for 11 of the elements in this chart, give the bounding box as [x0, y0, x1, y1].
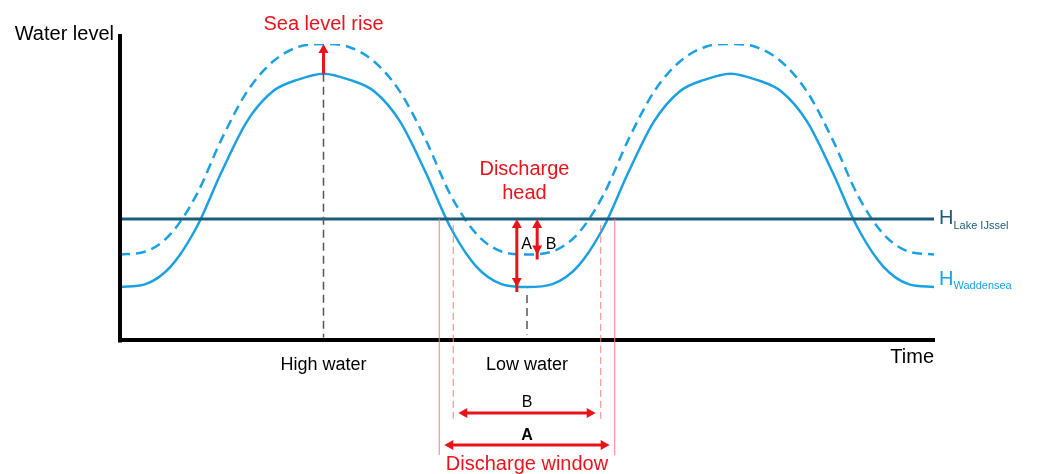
- annotation: A: [521, 235, 533, 253]
- x-tick-label: Low water: [485, 354, 569, 375]
- text: B: [521, 393, 533, 411]
- text: A: [521, 426, 534, 444]
- annotation: B: [545, 235, 557, 253]
- x-axis-title: Time: [890, 344, 934, 367]
- annotation: Discharge head: [479, 157, 570, 204]
- x-tick-label: High water: [280, 354, 367, 375]
- text: Sea level rise: [263, 11, 384, 34]
- text: Discharge window: [445, 451, 609, 474]
- y-axis-title: Water level: [14, 21, 114, 44]
